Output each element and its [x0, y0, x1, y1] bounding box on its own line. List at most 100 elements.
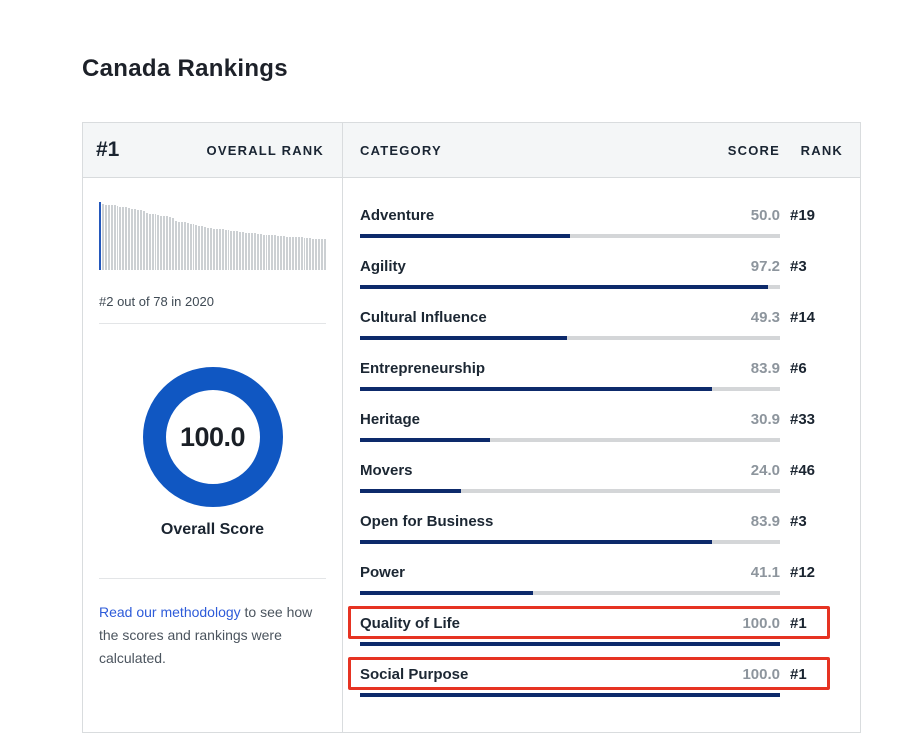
sparkline-bar [268, 235, 271, 270]
sparkline-bar [297, 237, 300, 270]
category-name: Agility [360, 258, 406, 275]
overall-score-value: 100.0 [179, 421, 246, 452]
page-title: Canada Rankings [82, 55, 288, 82]
category-name: Entrepreneurship [360, 360, 486, 377]
sparkline-bar [315, 238, 318, 270]
methodology-text: to see how the scores and rankings were … [99, 604, 313, 666]
category-name: Power [360, 564, 406, 581]
sparkline-bar [274, 235, 277, 270]
category-name: Heritage [360, 411, 421, 428]
sparkline-bar [221, 229, 224, 270]
sparkline-bar [177, 221, 180, 270]
sparkline-bar [207, 227, 210, 270]
sparkline-bar [283, 236, 285, 270]
category-score: 49.3 [750, 309, 780, 326]
sparkline-bar [312, 238, 315, 270]
category-name: Movers [360, 462, 413, 479]
category-name: Open for Business [360, 513, 494, 530]
category-rank: #46 [790, 462, 816, 479]
sparkline-bar [166, 216, 169, 270]
sparkline-bar [101, 204, 104, 270]
sparkline-bar [224, 229, 227, 270]
table-row: Open for Business 83.9 #3 [360, 498, 843, 549]
score-bar-fill [360, 387, 713, 391]
category-name: Social Purpose [360, 666, 469, 683]
score-bar-fill [360, 693, 780, 697]
category-score: 100.0 [742, 615, 780, 632]
table-row: Quality of Life 100.0 #1 [348, 600, 843, 651]
sparkline-bar [262, 234, 265, 270]
sparkline-bar [204, 227, 207, 270]
sparkline-bar [210, 227, 212, 270]
category-score: 24.0 [750, 462, 780, 479]
sparkline-bar [300, 237, 303, 270]
score-bar-fill [360, 540, 713, 544]
sparkline-bar [256, 233, 259, 270]
category-rank: #3 [790, 513, 807, 530]
sparkline-bar [172, 217, 174, 270]
sparkline-bar [303, 238, 306, 270]
category-score: 30.9 [750, 411, 780, 428]
table-row: Movers 24.0 #46 [360, 447, 843, 498]
sparkline-bar [122, 206, 125, 270]
overall-rank-value: #1 [96, 138, 120, 161]
sparkline-bar [239, 231, 242, 270]
card-header: #1 OVERALL RANK CATEGORY SCORE RANK [83, 123, 860, 178]
category-rank: #19 [790, 207, 816, 224]
score-bar-track [360, 438, 780, 442]
overall-score-label: Overall Score [160, 521, 265, 538]
category-rank: #1 [790, 615, 807, 632]
table-row: Agility 97.2 #3 [360, 243, 843, 294]
sparkline-bar [280, 236, 283, 270]
score-bar-fill [360, 438, 490, 442]
score-bar-fill [360, 489, 461, 493]
category-rank: #6 [790, 360, 807, 377]
sparkline-bar [151, 214, 154, 270]
score-bar-fill [360, 591, 533, 595]
sparkline-bar [163, 216, 166, 270]
rank-column-header: RANK [800, 142, 843, 158]
rank-history-caption: #2 out of 78 in 2020 [99, 294, 214, 309]
score-bar-fill [360, 285, 769, 289]
category-score: 100.0 [742, 666, 780, 683]
category-rank: #3 [790, 258, 807, 275]
sparkline-bar [309, 238, 312, 270]
sparkline-bar [286, 236, 288, 270]
sparkline-bar [136, 210, 139, 270]
category-score: 83.9 [750, 513, 780, 530]
score-bar-track [360, 336, 780, 340]
rankings-card: #1 OVERALL RANK CATEGORY SCORE RANK #2 o… [82, 122, 861, 733]
sparkline-bar [215, 228, 218, 270]
sparkline-bar [131, 208, 134, 270]
sparkline-bar [242, 231, 245, 270]
sparkline-bar [253, 233, 256, 270]
category-name: Quality of Life [360, 615, 461, 632]
methodology-link[interactable]: Read our methodology [99, 604, 241, 620]
score-bar-track [360, 693, 780, 697]
sparkline-bar [107, 204, 110, 270]
category-name: Cultural Influence [360, 309, 487, 326]
category-table: Adventure 50.0 #19 Agility 97.2 #3 Cultu… [343, 178, 860, 733]
sparkline-bar [318, 238, 321, 270]
sparkline-bar [218, 229, 221, 270]
overall-rank-header: #1 OVERALL RANK [83, 123, 343, 177]
overall-rank-label: OVERALL RANK [206, 142, 324, 158]
score-bar-track [360, 285, 780, 289]
sparkline-bar [110, 205, 113, 270]
sparkline-bar [183, 222, 186, 270]
score-bar-track [360, 234, 780, 238]
sparkline-bar [128, 208, 131, 270]
sparkline-bar [248, 232, 250, 270]
category-column-header: CATEGORY [360, 142, 442, 158]
category-rank: #12 [790, 564, 816, 581]
sparkline-bar [169, 216, 172, 270]
card-body: #2 out of 78 in 2020 100.0 Overall Score… [83, 178, 860, 733]
sparkline-bar [271, 235, 274, 270]
divider [99, 578, 326, 579]
table-row: Social Purpose 100.0 #1 [348, 651, 843, 702]
sparkline-bar [160, 215, 163, 270]
sparkline-bar [125, 207, 128, 270]
sparkline-bar [306, 238, 309, 270]
sparkline-bar [245, 232, 248, 270]
